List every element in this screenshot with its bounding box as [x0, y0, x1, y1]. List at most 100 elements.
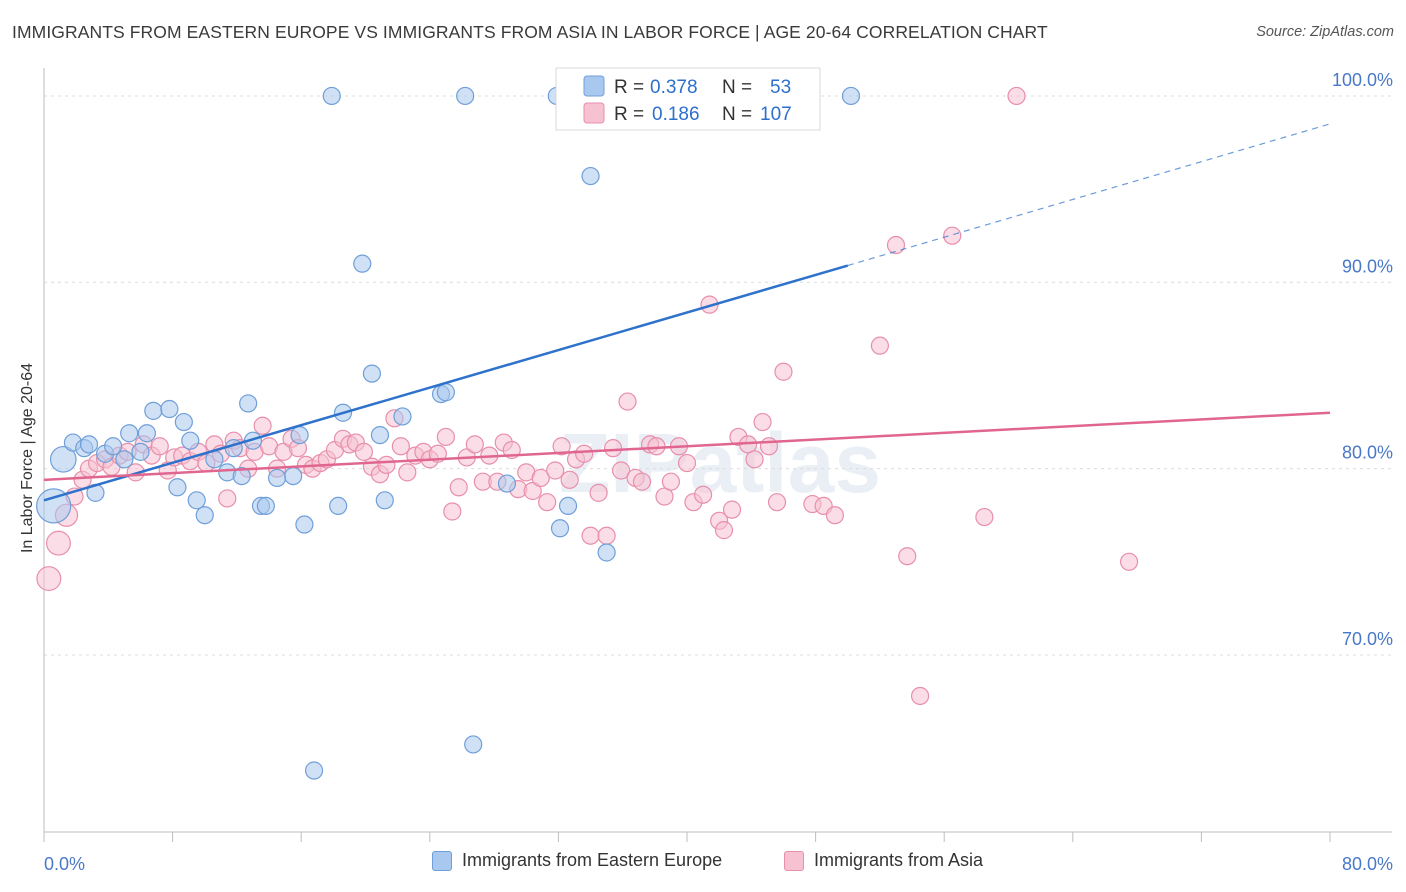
data-point-eastern-europe	[120, 424, 139, 443]
data-point-eastern-europe	[284, 466, 303, 486]
data-point-asia	[661, 472, 681, 491]
data-point-asia	[150, 437, 169, 456]
data-point-eastern-europe	[256, 496, 275, 516]
data-point-eastern-europe	[232, 466, 251, 486]
data-point-asia	[825, 506, 844, 525]
data-point-asia	[575, 444, 594, 463]
legend-swatch-eastern-europe	[432, 850, 452, 871]
data-point-asia	[398, 463, 417, 482]
data-point-eastern-europe	[329, 496, 348, 516]
legend-box: R = 0.378 N = 53 R = 0.186 N = 107	[555, 67, 821, 131]
data-point-eastern-europe	[550, 519, 570, 538]
data-point-asia	[870, 336, 890, 355]
chart-title: IMMIGRANTS FROM EASTERN EUROPE VS IMMIGR…	[12, 22, 1048, 42]
axes	[43, 68, 1392, 842]
data-point-asia	[560, 470, 579, 489]
data-point-eastern-europe	[464, 735, 483, 754]
data-point-eastern-europe	[36, 488, 72, 524]
data-point-asia	[1007, 86, 1026, 106]
legend-label-eastern-europe: Immigrants from Eastern Europe	[462, 850, 723, 870]
data-point-asia	[391, 437, 410, 456]
data-point-eastern-europe	[239, 394, 258, 413]
data-point-asia	[436, 427, 455, 447]
data-point-eastern-europe	[79, 435, 99, 454]
data-point-eastern-europe	[137, 424, 156, 443]
y-tick-label: 70.0%	[1342, 629, 1393, 649]
trend-line-eastern-europe-extension	[847, 123, 1331, 267]
data-point-eastern-europe	[160, 399, 179, 419]
data-point-eastern-europe	[558, 496, 578, 516]
data-point-asia	[253, 416, 272, 435]
data-point-eastern-europe	[436, 383, 455, 402]
data-point-asia	[722, 500, 742, 519]
legend-swatch-asia	[784, 850, 804, 871]
data-point-eastern-europe	[370, 425, 390, 445]
data-point-eastern-europe	[187, 491, 206, 510]
data-point-asia	[886, 235, 906, 255]
data-point-asia	[618, 392, 637, 411]
legend-item-eastern-europe: Immigrants from Eastern Europe	[432, 850, 722, 871]
data-point-eastern-europe	[304, 761, 324, 780]
legend-item-asia: Immigrants from Asia	[784, 850, 983, 871]
data-point-eastern-europe	[456, 86, 475, 106]
data-point-eastern-europe	[295, 515, 314, 534]
data-point-asia	[943, 226, 962, 245]
data-point-eastern-europe	[49, 445, 77, 473]
data-point-asia	[767, 493, 787, 512]
data-point-eastern-europe	[322, 86, 341, 106]
data-point-asia	[603, 439, 623, 458]
legend-r-value-1: 0.378	[650, 77, 698, 98]
gridlines	[44, 95, 1392, 656]
data-point-asia	[538, 493, 557, 512]
data-point-eastern-europe	[267, 468, 287, 488]
data-point-eastern-europe	[497, 474, 517, 493]
x-tick-labels: 0.0% 80.0%	[44, 854, 1393, 874]
legend-r-label-2: R =	[614, 104, 644, 125]
data-point-asia	[753, 412, 772, 432]
data-point-asia	[647, 437, 666, 456]
data-point-asia	[531, 468, 550, 488]
trend-lines	[43, 123, 1331, 502]
data-point-eastern-europe	[104, 437, 123, 456]
data-point-asia	[589, 483, 608, 502]
data-point-eastern-europe	[375, 491, 394, 510]
data-point-asia	[45, 530, 71, 556]
source-credit: Source: ZipAtlas.com	[1256, 24, 1394, 40]
data-point-asia	[354, 442, 373, 461]
data-point-asia	[632, 472, 652, 491]
legend-n-label-2: N =	[722, 104, 752, 125]
data-point-eastern-europe	[290, 425, 309, 445]
data-point-asia	[693, 485, 713, 504]
trend-line-eastern-europe	[43, 264, 849, 502]
legend-n-label-1: N =	[722, 77, 752, 98]
data-point-eastern-europe	[841, 86, 861, 106]
x-tick-label: 80.0%	[1342, 854, 1393, 874]
data-point-eastern-europe	[597, 543, 616, 562]
legend-r-label-1: R =	[614, 77, 644, 98]
y-tick-labels: 70.0% 80.0% 90.0% 100.0%	[1332, 70, 1393, 649]
data-point-asia	[745, 450, 764, 469]
data-point-asia	[36, 566, 62, 592]
data-point-asia	[597, 526, 616, 545]
x-tick-label: 0.0%	[44, 854, 85, 874]
data-point-asia	[759, 437, 779, 456]
data-point-asia	[218, 489, 237, 508]
data-point-eastern-europe	[393, 407, 412, 426]
data-point-asia	[523, 481, 542, 501]
data-point-asia	[611, 461, 631, 480]
data-point-asia	[449, 478, 468, 497]
y-tick-label: 90.0%	[1342, 256, 1393, 276]
data-point-asia	[714, 521, 734, 540]
data-point-asia	[443, 502, 462, 521]
data-point-asia	[552, 437, 571, 456]
data-point-eastern-europe	[181, 431, 200, 450]
data-point-asia	[377, 455, 396, 475]
data-point-asia	[546, 461, 565, 480]
data-point-eastern-europe	[353, 254, 372, 273]
legend-n-value-1: 53	[770, 77, 791, 98]
data-point-eastern-europe	[174, 412, 193, 432]
data-point-asia	[975, 507, 994, 527]
data-point-eastern-europe	[131, 442, 150, 461]
data-point-eastern-europe	[362, 364, 382, 383]
